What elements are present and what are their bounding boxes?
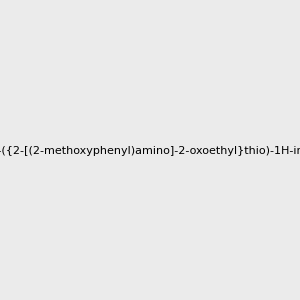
Text: N-(2-furylmethyl)-3-[2-({2-[(2-methoxyphenyl)amino]-2-oxoethyl}thio)-1H-imidazol: N-(2-furylmethyl)-3-[2-({2-[(2-methoxyph… xyxy=(0,146,300,157)
